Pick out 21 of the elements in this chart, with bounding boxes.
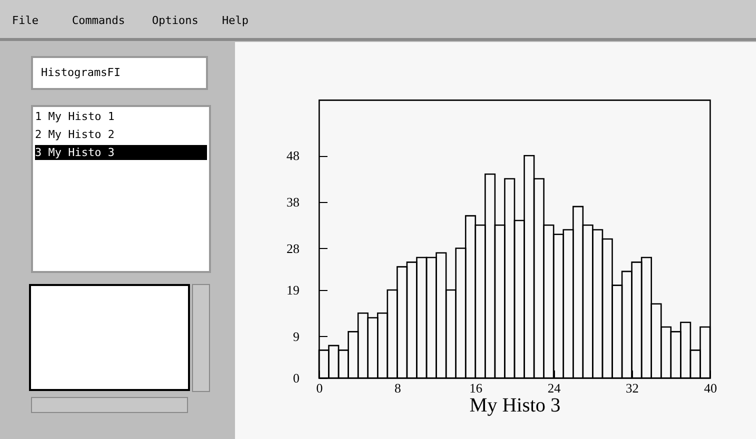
x-tick-label: 0: [316, 380, 323, 396]
text: 3 My Histo 3: [35, 145, 207, 160]
y-tick-label: 48: [286, 148, 300, 164]
text: File: [12, 14, 38, 27]
text: 2 My Histo 2: [35, 127, 116, 142]
y-tick-label: 38: [286, 194, 300, 210]
x-tick-label: 40: [704, 380, 717, 396]
y-tick-label: 0: [293, 370, 300, 386]
text: Commands: [72, 14, 125, 27]
x-tick-label: 16: [469, 380, 483, 396]
y-tick-label: 19: [286, 282, 300, 298]
text: 1 My Histo 1: [35, 109, 116, 124]
text: Options: [152, 14, 198, 27]
x-tick-label: 32: [626, 380, 639, 396]
y-tick-label: 28: [286, 240, 300, 256]
text: HistogramsFI: [41, 66, 120, 79]
y-tick-label: 9: [293, 328, 300, 344]
x-axis-title: My Histo 3: [469, 394, 561, 416]
x-tick-label: 24: [548, 380, 562, 396]
text: Help: [222, 14, 248, 27]
x-tick-label: 8: [394, 380, 401, 396]
